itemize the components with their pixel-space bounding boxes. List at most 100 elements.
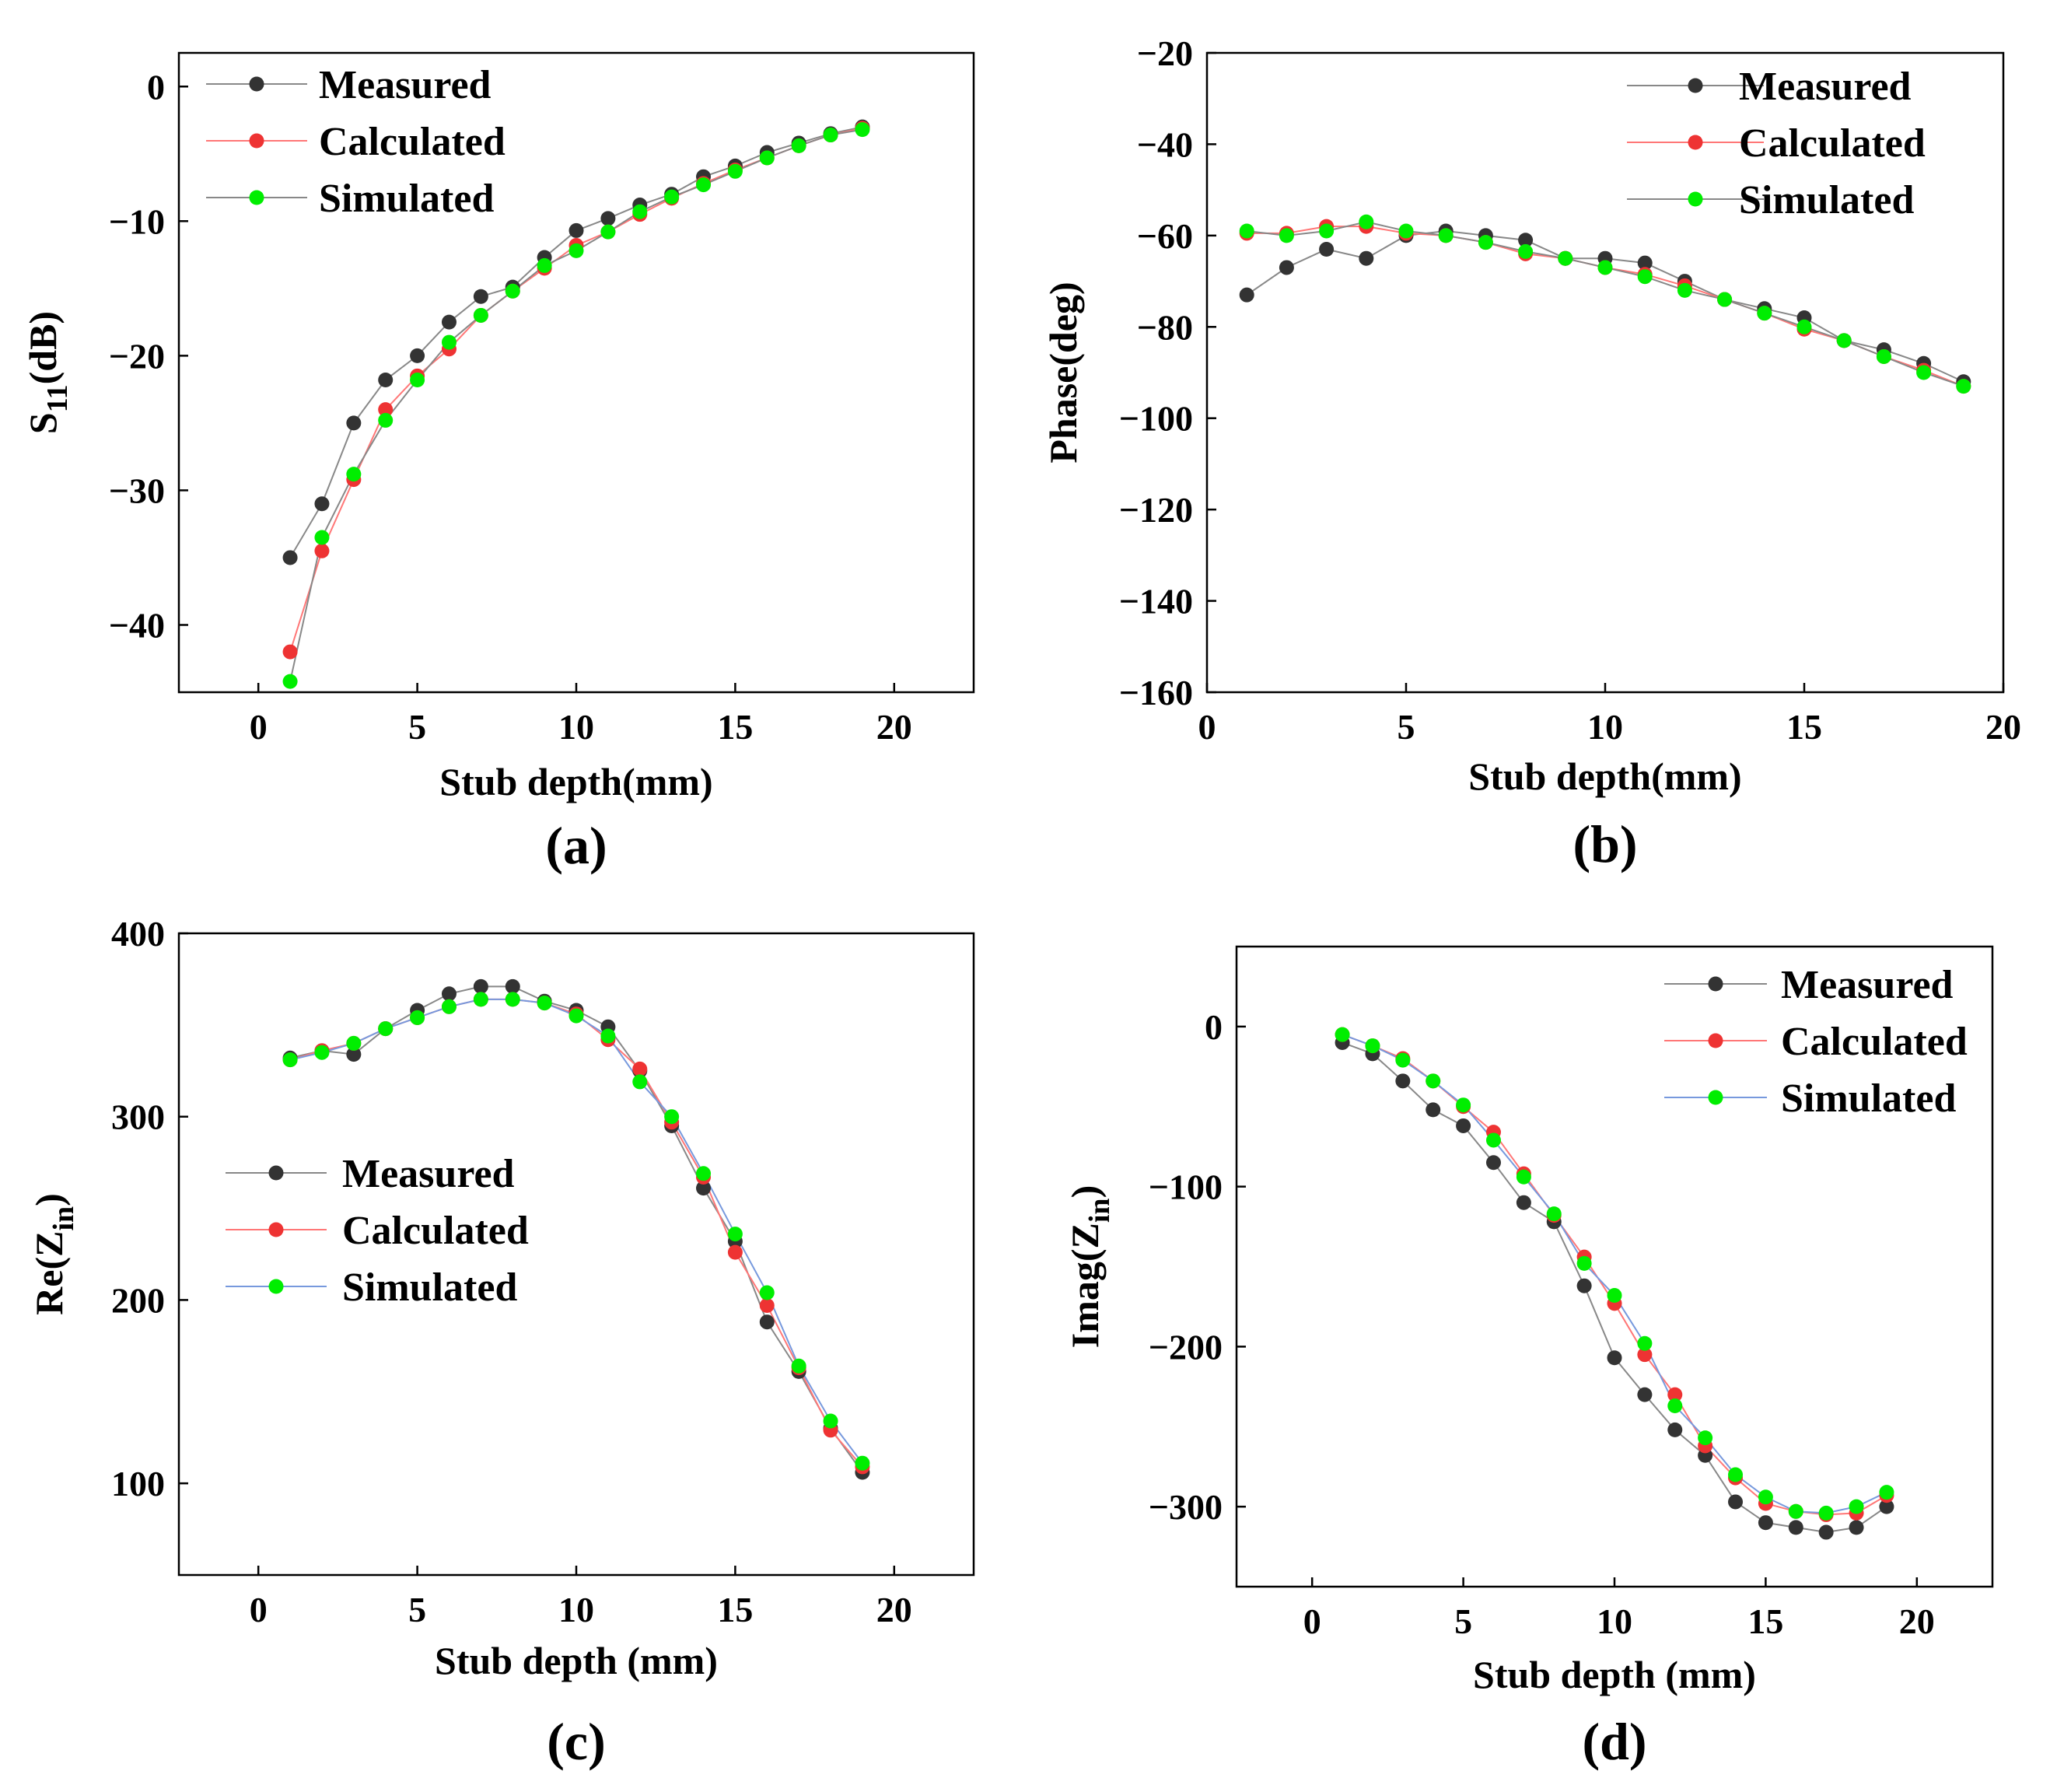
data-point-simulated [410,1010,425,1025]
y-tick-label: −140 [1119,582,1193,621]
data-point-simulated [1426,1073,1441,1089]
data-point-simulated [1836,333,1852,348]
data-point-measured [759,1314,775,1330]
data-point-measured [282,550,298,565]
data-point-simulated [823,1413,838,1429]
data-point-simulated [1879,1485,1894,1500]
data-point-simulated [823,128,838,143]
legend-marker [268,1222,284,1237]
y-axis-label-subscript: in [1083,1198,1116,1223]
data-point-simulated [410,373,425,388]
data-point-simulated [791,1358,806,1374]
data-point-simulated [759,1285,775,1300]
data-point-simulated [855,122,870,138]
data-point-measured [1239,287,1254,303]
data-point-measured [1818,1524,1834,1540]
y-tick-label: 200 [111,1280,165,1320]
y-axis-label: Re(Zin) [27,1193,80,1315]
legend-marker [1708,976,1723,992]
x-axis-label: Stub depth(mm) [439,760,712,803]
data-point-simulated [568,1008,584,1024]
y-axis-label-subscript: 11 [41,384,74,412]
data-point-simulated [1956,379,1971,394]
y-axis-label-main: S [21,412,65,434]
data-point-simulated [600,1028,616,1044]
data-point-measured [1485,1155,1501,1171]
y-axis-label-main: Imag(Z [1063,1223,1107,1348]
x-axis-label: Stub depth(mm) [1468,754,1741,798]
x-tick-label: 10 [558,707,594,747]
x-tick-label: 5 [1454,1601,1472,1641]
data-point-measured [346,1047,362,1062]
data-point-simulated [1456,1097,1471,1113]
legend-label-calculated: Calculated [342,1209,529,1253]
data-point-measured [1456,1118,1471,1133]
legend-label-simulated: Simulated [319,177,494,221]
legend-label-measured: Measured [1781,963,1954,1007]
data-point-simulated [282,1052,298,1068]
data-point-simulated [696,177,712,193]
legend-marker [249,76,264,92]
data-point-simulated [441,999,457,1014]
data-point-simulated [568,243,584,258]
data-point-measured [568,222,584,238]
legend-label-measured: Measured [1739,65,1912,109]
legend-marker [1708,1033,1723,1048]
data-point-measured [441,314,457,330]
legend-marker [1688,191,1703,207]
data-point-simulated [1717,292,1733,307]
data-point-simulated [346,1035,362,1051]
data-point-simulated [1637,269,1653,285]
y-tick-label: −30 [109,471,165,510]
data-point-calculated [378,402,394,418]
y-tick-label: −40 [109,605,165,645]
data-point-measured [441,986,457,1002]
data-point-measured [1576,1278,1592,1293]
data-point-simulated [473,307,488,323]
legend-marker [1688,78,1703,93]
x-tick-label: 15 [717,1590,753,1629]
y-tick-label: −200 [1149,1327,1223,1367]
data-point-simulated [1398,223,1414,239]
y-tick-label: −160 [1119,673,1193,712]
data-point-measured [600,211,616,226]
x-tick-label: 20 [1985,707,2021,747]
data-point-calculated [759,1298,775,1313]
x-tick-label: 20 [876,1590,912,1629]
x-tick-label: 5 [1398,707,1415,747]
data-point-simulated [1667,1398,1683,1414]
x-axis-label: Stub depth (mm) [1473,1653,1756,1696]
data-point-simulated [1239,223,1254,239]
data-point-calculated [632,1061,648,1076]
data-point-simulated [1478,235,1493,250]
legend-label-calculated: Calculated [1781,1020,1968,1064]
data-point-simulated [314,530,330,545]
data-point-simulated [1518,243,1534,259]
legend-label-measured: Measured [342,1152,515,1196]
data-point-simulated [1728,1467,1744,1482]
y-tick-label: −20 [1137,33,1193,73]
y-tick-label: −120 [1119,490,1193,530]
data-point-simulated [441,334,457,350]
data-point-measured [346,415,362,431]
legend-marker [268,1165,284,1181]
y-axis-label-rest: ) [27,1193,71,1206]
data-point-measured [1279,260,1294,275]
legend-label-calculated: Calculated [1739,121,1926,166]
data-point-simulated [1818,1505,1834,1521]
data-point-simulated [1758,1489,1773,1505]
y-tick-label: 0 [1205,1007,1223,1047]
data-point-simulated [791,138,806,153]
data-point-simulated [1796,319,1812,334]
data-point-simulated [727,163,743,179]
data-point-simulated [1698,1430,1713,1446]
legend-label-simulated: Simulated [1781,1076,1956,1121]
data-point-simulated [632,204,648,219]
data-point-simulated [1597,260,1613,275]
y-tick-label: −100 [1119,399,1193,439]
data-point-simulated [1576,1255,1592,1271]
y-tick-label: −20 [109,336,165,376]
x-tick-label: 15 [1786,707,1822,747]
data-point-measured [1788,1520,1803,1535]
y-tick-label: −40 [1137,124,1193,164]
